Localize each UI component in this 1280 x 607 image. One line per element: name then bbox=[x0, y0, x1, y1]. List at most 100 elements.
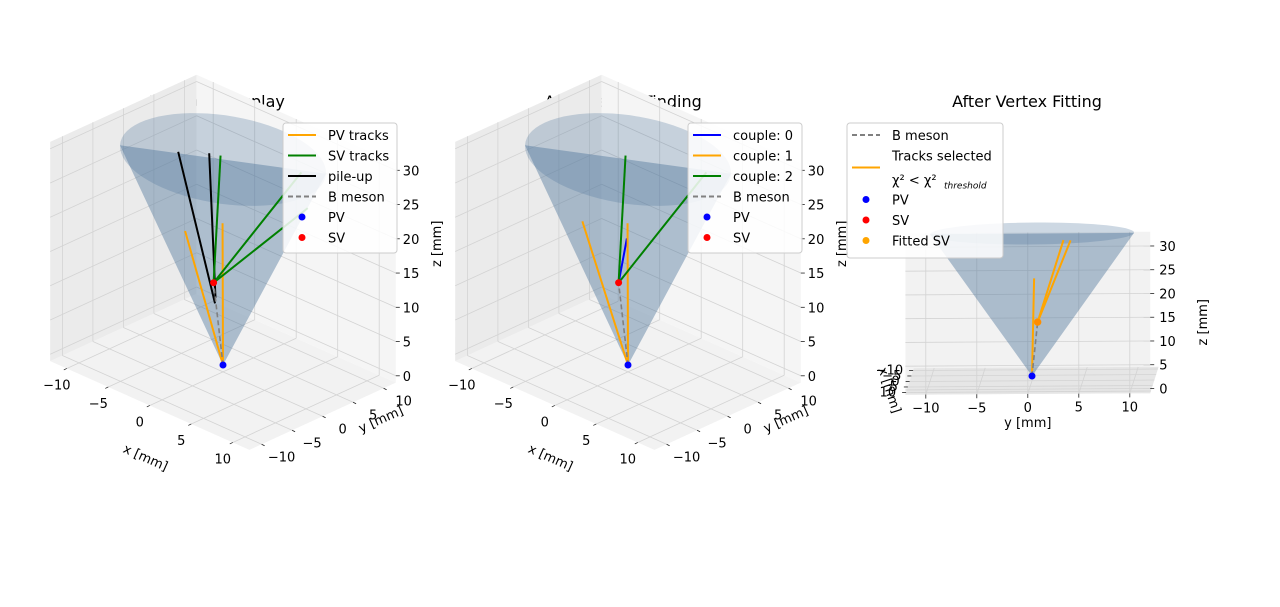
bmeson-line bbox=[617, 282, 629, 366]
chart-panel-3: After Vertex Fitting−10 −5 0 5 10y [mm]−10−5… bbox=[846, 92, 1211, 431]
y-tick bbox=[696, 429, 701, 433]
y-tick-label: −10 bbox=[673, 450, 700, 465]
grid-line bbox=[976, 367, 986, 395]
legend-handle bbox=[862, 237, 870, 244]
x-tick-label: −5 bbox=[89, 397, 108, 412]
track-line bbox=[581, 221, 629, 366]
z-tick-label: 5 bbox=[808, 336, 816, 351]
legend-handle bbox=[862, 216, 870, 224]
legend-label: PV bbox=[328, 211, 345, 226]
z-tick-label: 0 bbox=[1159, 382, 1167, 397]
x-tick-label: 5 bbox=[582, 434, 590, 449]
y-tick-label: 5 bbox=[1075, 401, 1083, 416]
y-tick bbox=[322, 415, 326, 419]
x-tick bbox=[551, 405, 555, 408]
grid-line bbox=[196, 218, 396, 308]
z-tick-label: 25 bbox=[1159, 264, 1176, 279]
z-tick-label: 5 bbox=[403, 336, 411, 351]
vertices bbox=[1028, 318, 1042, 380]
x-tick bbox=[63, 368, 67, 371]
grid-line bbox=[455, 286, 602, 355]
grid-line bbox=[925, 368, 935, 395]
z-tick-label: 10 bbox=[1159, 335, 1176, 350]
bmeson-line bbox=[212, 282, 224, 366]
legend-label: B meson bbox=[892, 129, 949, 144]
x-axis-label: x [mm] bbox=[121, 442, 170, 475]
grid-line bbox=[905, 269, 1151, 272]
y-axis-label: y [mm] bbox=[762, 404, 811, 437]
grid-line bbox=[1129, 366, 1139, 394]
grid-line bbox=[528, 327, 728, 417]
legend-label-2: χ² < χ² bbox=[892, 174, 937, 189]
grid-line bbox=[905, 388, 1151, 391]
legend-handle bbox=[298, 213, 306, 221]
grid-line bbox=[196, 252, 396, 342]
y-axis-label: y [mm] bbox=[1004, 416, 1051, 431]
grid-line bbox=[905, 293, 1151, 296]
pv-point bbox=[624, 361, 632, 369]
grid-line bbox=[455, 252, 602, 321]
x-tick bbox=[146, 405, 150, 408]
z-tick-label: 0 bbox=[403, 370, 411, 385]
legend-handle bbox=[703, 213, 711, 221]
z-tick-label: 25 bbox=[808, 199, 825, 214]
y-tick bbox=[666, 443, 670, 447]
grid-line bbox=[455, 218, 602, 287]
y-tick-label: 0 bbox=[338, 422, 346, 437]
grid-line bbox=[905, 340, 1151, 343]
pv-point bbox=[1028, 372, 1036, 380]
x-tick-label: 0 bbox=[541, 415, 549, 430]
grid-line bbox=[455, 81, 602, 150]
grid-lines bbox=[905, 231, 1158, 395]
z-tick-label: 15 bbox=[403, 267, 420, 282]
x-tick-label: −5 bbox=[882, 369, 901, 384]
x-axis-label: x [mm] bbox=[526, 442, 575, 475]
grid-line bbox=[497, 341, 698, 431]
legend-label: couple: 1 bbox=[733, 150, 793, 165]
track-line bbox=[177, 151, 217, 304]
grid-line bbox=[50, 81, 197, 150]
z-axis-label: z [mm] bbox=[1196, 299, 1211, 345]
cone-top bbox=[120, 113, 326, 206]
y-tick bbox=[261, 443, 265, 447]
grid-line bbox=[467, 355, 667, 445]
y-tick-label: 0 bbox=[743, 422, 751, 437]
x-tick bbox=[468, 368, 472, 371]
grid-line bbox=[50, 286, 197, 355]
z-tick-label: 10 bbox=[808, 301, 825, 316]
legend-label: SV bbox=[733, 232, 750, 247]
x-tick-label: −10 bbox=[448, 378, 475, 393]
legend-handle bbox=[862, 196, 870, 203]
x-tick-label: 10 bbox=[620, 452, 637, 467]
legend-label: PV tracks bbox=[328, 129, 389, 144]
track-line bbox=[1036, 239, 1065, 323]
z-axis-label: z [mm] bbox=[835, 221, 850, 267]
grid-line bbox=[601, 218, 801, 308]
grid-line bbox=[905, 316, 1151, 320]
grid-line bbox=[601, 252, 801, 342]
z-tick-label: 30 bbox=[808, 164, 825, 179]
legend: couple: 0 couple: 1 couple: 2 B meson PV SV bbox=[687, 122, 803, 254]
grid-line bbox=[92, 341, 293, 431]
legend-label-2-sub: threshold bbox=[944, 182, 987, 192]
legend-label: couple: 2 bbox=[733, 170, 793, 185]
y-tick-label: 10 bbox=[395, 394, 412, 409]
x-tick-label: −10 bbox=[876, 363, 903, 378]
legend-handle bbox=[298, 234, 306, 241]
z-tick-label: 25 bbox=[403, 199, 420, 214]
legend-label: Fitted SV bbox=[892, 235, 950, 250]
legend-label: couple: 0 bbox=[733, 129, 793, 144]
legend: B meson Tracks selected χ² < χ² threshold PV… bbox=[846, 122, 1004, 259]
grid-line bbox=[1078, 367, 1088, 394]
grid-line bbox=[905, 364, 1151, 367]
legend-label: pile-up bbox=[328, 170, 373, 185]
y-tick-label: 10 bbox=[800, 394, 817, 409]
x-tick-label: 5 bbox=[890, 380, 898, 395]
grid-line bbox=[62, 355, 262, 445]
grid-line bbox=[558, 313, 759, 403]
y-tick bbox=[352, 401, 357, 405]
x-tick bbox=[229, 442, 233, 445]
x-tick-label: 10 bbox=[215, 452, 232, 467]
